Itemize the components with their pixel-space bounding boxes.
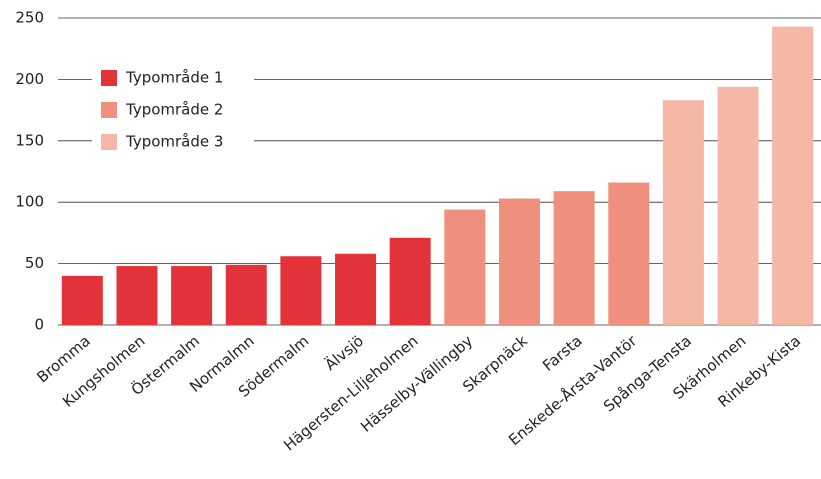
bar: [662, 100, 704, 325]
bar: [171, 266, 213, 325]
bar: [389, 237, 431, 325]
bar: [116, 266, 158, 325]
legend-swatch: [101, 70, 117, 86]
bar: [553, 191, 595, 325]
bar: [280, 256, 322, 325]
bar: [444, 209, 486, 325]
y-tick-label: 150: [15, 131, 44, 149]
y-tick-label: 200: [15, 70, 44, 88]
y-tick-label: 50: [25, 254, 44, 272]
y-tick-label: 100: [15, 193, 44, 211]
bar: [335, 253, 377, 325]
y-tick-label: 0: [34, 316, 44, 334]
y-tick-label: 250: [15, 9, 44, 27]
x-tick-label: Farsta: [539, 332, 585, 375]
legend-swatch: [101, 134, 117, 150]
legend-label: Typområde 2: [125, 101, 223, 119]
bar: [608, 182, 650, 325]
x-tick-label: Älvsjö: [321, 331, 367, 374]
legend-background: [92, 62, 254, 158]
bar: [225, 264, 267, 325]
bar: [61, 275, 103, 325]
legend-label: Typområde 3: [125, 133, 223, 151]
bar: [772, 26, 814, 325]
bar: [717, 86, 759, 325]
legend-label: Typområde 1: [125, 69, 223, 87]
legend-swatch: [101, 102, 117, 118]
bar: [498, 198, 540, 325]
